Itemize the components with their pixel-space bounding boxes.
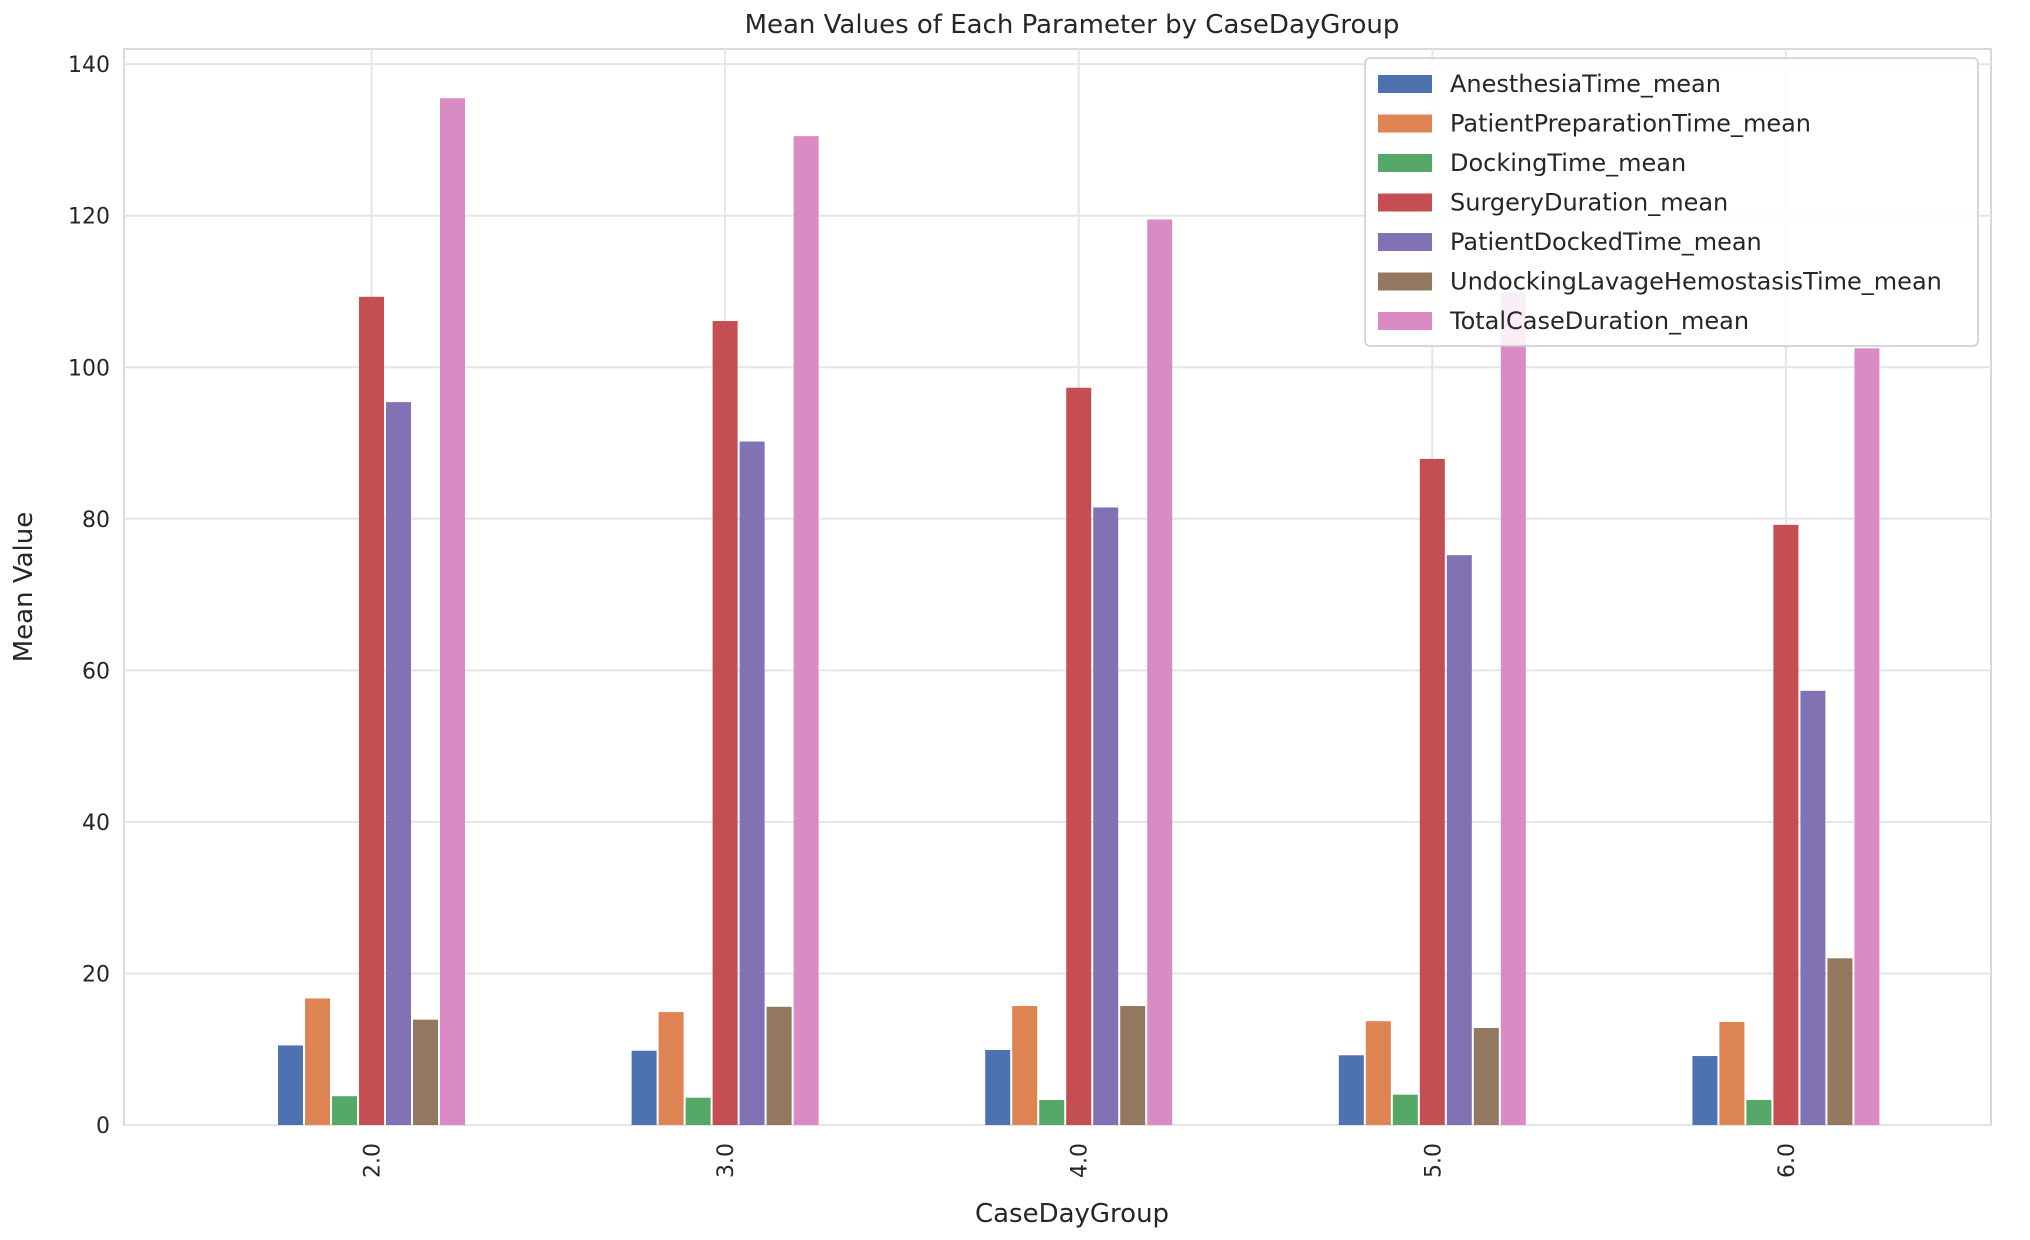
x-tick-label: 3.0: [714, 1143, 739, 1178]
bar: [1827, 958, 1853, 1125]
y-tick-label: 140: [68, 53, 110, 78]
bar: [685, 1097, 711, 1125]
bar: [1392, 1094, 1418, 1125]
bar: [1338, 1055, 1364, 1125]
bar: [1093, 507, 1119, 1125]
bar: [1365, 1021, 1391, 1125]
bar: [985, 1049, 1011, 1125]
legend-box: [1364, 57, 1979, 347]
y-tick-label: 80: [82, 508, 110, 533]
legend: AnesthesiaTime_mean PatientPreparationTim…: [1364, 57, 1979, 347]
bar: [793, 136, 819, 1125]
y-axis-title: Mean Value: [9, 512, 39, 663]
y-tick-label: 40: [82, 811, 110, 836]
legend-swatch: [1378, 233, 1432, 251]
legend-swatch: [1378, 154, 1432, 172]
bar: [766, 1006, 792, 1125]
bar: [386, 402, 412, 1125]
legend-label: DockingTime_mean: [1450, 149, 1686, 177]
bar: [1854, 348, 1880, 1126]
y-tick-label: 60: [82, 659, 110, 684]
bar: [305, 998, 331, 1125]
bar: [1719, 1021, 1745, 1125]
legend-label: PatientDockedTime_mean: [1450, 228, 1762, 256]
bar: [631, 1050, 657, 1125]
y-tick-label: 0: [96, 1114, 110, 1139]
y-tick-label: 20: [82, 962, 110, 987]
x-tick-label: 5.0: [1421, 1143, 1446, 1178]
x-tick-label: 4.0: [1068, 1143, 1093, 1178]
y-tick-label: 100: [68, 356, 110, 381]
bar: [1746, 1099, 1772, 1125]
legend-label: UndockingLavageHemostasisTime_mean: [1450, 268, 1942, 296]
legend-label: TotalCaseDuration_mean: [1449, 307, 1749, 335]
bar: [1692, 1056, 1718, 1125]
bar: [739, 441, 765, 1125]
legend-swatch: [1378, 272, 1432, 291]
bar: [1120, 1006, 1146, 1125]
y-tick-label: 120: [68, 205, 110, 230]
bar: [413, 1019, 439, 1125]
bar: [1446, 555, 1472, 1125]
x-tick-label: 6.0: [1775, 1143, 1800, 1178]
axis-group: 0 20 40 60 80 100 120 140 2.0 3.0 4.0 5.0 6.0: [68, 53, 1800, 1178]
bar: [712, 321, 738, 1125]
bar: [1419, 458, 1445, 1125]
bar: [359, 296, 385, 1126]
legend-swatch: [1378, 193, 1432, 212]
legend-label: AnesthesiaTime_mean: [1450, 70, 1721, 98]
bar: [278, 1045, 304, 1125]
chart-title: Mean Values of Each Parameter by CaseDay…: [745, 10, 1400, 40]
x-axis-title: CaseDayGroup: [975, 1199, 1169, 1229]
bar: [440, 98, 466, 1125]
bar: [1066, 387, 1092, 1126]
bar: [1500, 292, 1526, 1125]
bar: [332, 1096, 358, 1125]
legend-swatch: [1378, 312, 1432, 330]
bar: [1773, 524, 1799, 1125]
legend-swatch: [1378, 75, 1432, 93]
legend-label: PatientPreparationTime_mean: [1450, 110, 1811, 138]
legend-swatch: [1378, 114, 1432, 133]
bar: [1800, 690, 1826, 1125]
x-tick-label: 2.0: [361, 1143, 386, 1178]
legend-label: SurgeryDuration_mean: [1450, 189, 1728, 217]
bar: [1147, 219, 1173, 1126]
bar: [1039, 1099, 1065, 1125]
bar: [1473, 1028, 1499, 1125]
bar: [1012, 1006, 1038, 1125]
bar: [658, 1012, 684, 1125]
bars-group: [278, 98, 1880, 1126]
